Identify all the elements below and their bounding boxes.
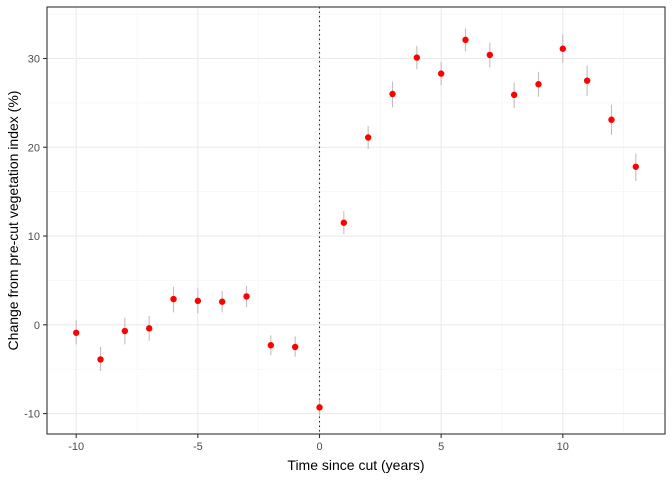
data-point	[389, 90, 396, 98]
error-bars	[75, 28, 637, 416]
major-gridlines	[47, 7, 665, 434]
data-point	[608, 116, 615, 123]
data-point	[510, 91, 518, 99]
x-axis-ticks: -10 -5 0 5 10	[68, 434, 569, 453]
y-tick-label: 10	[28, 231, 40, 243]
data-point	[121, 327, 129, 335]
x-tick-label: 0	[316, 441, 322, 453]
x-tick-label: 10	[557, 441, 569, 453]
data-point	[316, 404, 323, 411]
data-point	[72, 329, 80, 336]
data-point	[194, 297, 202, 305]
x-axis-title: Time since cut (years)	[287, 457, 424, 473]
data-point	[486, 51, 494, 59]
y-tick-label: 0	[34, 320, 40, 332]
data-point	[535, 81, 542, 88]
data-point	[291, 343, 299, 351]
data-point	[413, 54, 421, 61]
panel-border	[46, 6, 666, 435]
data-point	[218, 298, 226, 305]
y-tick-label: 30	[28, 53, 40, 65]
data-point	[559, 45, 567, 52]
data-point	[340, 219, 348, 226]
data-point	[437, 70, 445, 77]
y-axis-ticks: -10 0 10 20 30	[24, 53, 47, 421]
data-points	[72, 36, 640, 411]
y-tick-label: -10	[24, 409, 40, 421]
y-axis-title: Change from pre-cut vegetation index (%)	[5, 91, 21, 351]
data-point	[97, 356, 104, 363]
data-point	[267, 342, 275, 349]
data-point	[364, 134, 372, 141]
minor-gridlines	[47, 7, 665, 434]
data-point	[243, 293, 250, 300]
data-point	[462, 36, 469, 44]
data-point	[170, 295, 177, 303]
x-tick-label: 5	[438, 441, 444, 453]
data-point	[632, 163, 640, 170]
x-tick-label: -10	[68, 441, 84, 453]
data-point	[583, 77, 591, 84]
data-point	[145, 325, 153, 332]
x-tick-label: -5	[193, 441, 203, 453]
y-tick-label: 20	[28, 142, 40, 154]
